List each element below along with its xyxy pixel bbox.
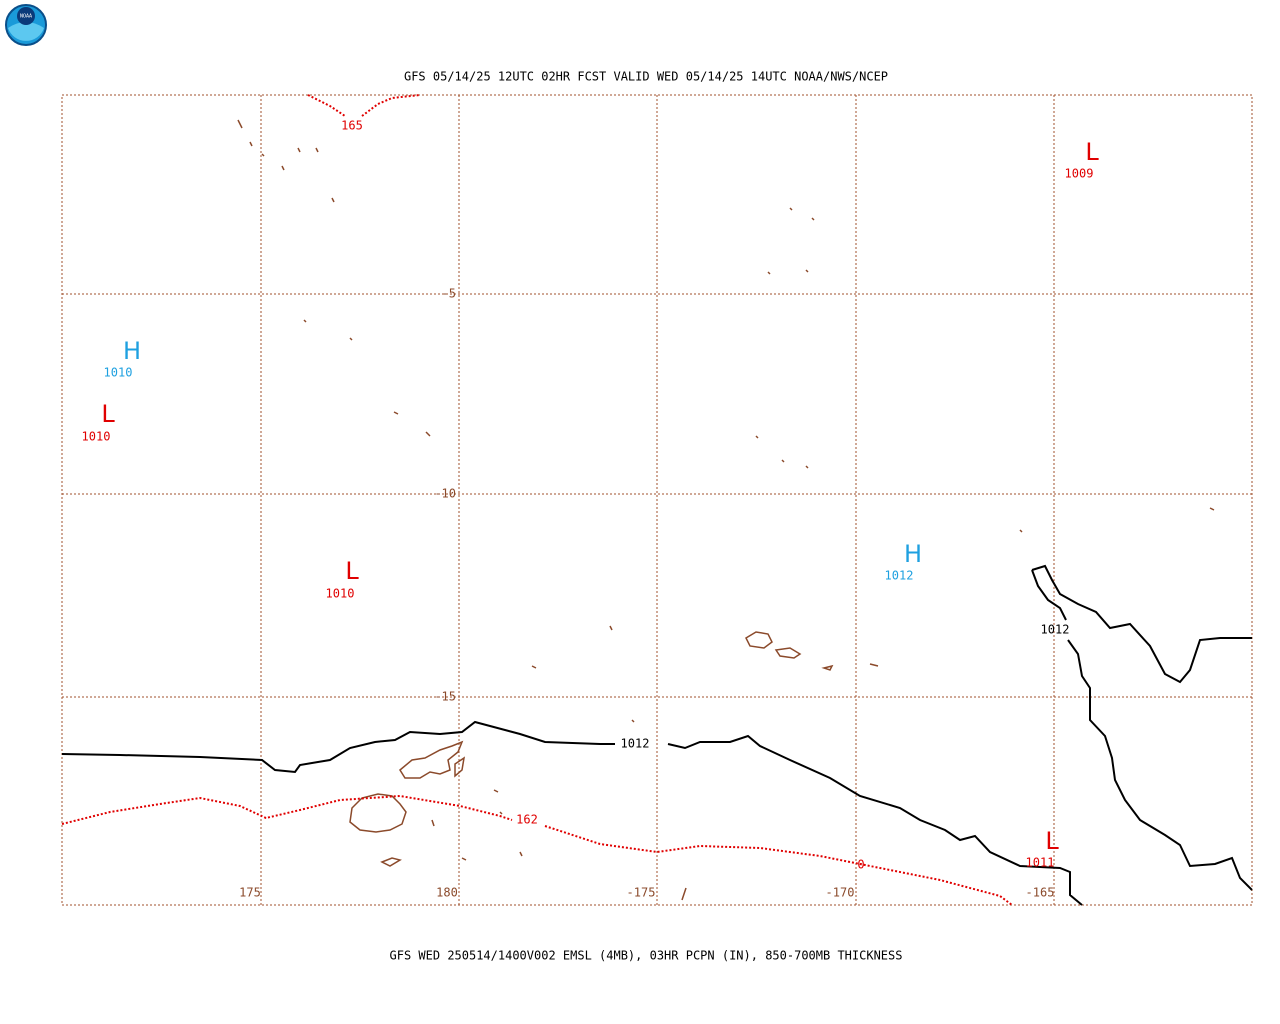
thickness-lines (61, 94, 1013, 906)
isobars (61, 564, 1253, 906)
grid (61, 94, 1253, 906)
lon-label: -170 (826, 886, 855, 900)
center-pressure: 1011 (1026, 856, 1055, 870)
center-pressure: 1009 (1065, 167, 1094, 181)
lat-label: -10 (434, 487, 456, 501)
noaa-logo: NOAA (5, 4, 47, 46)
center-pressure: 1010 (104, 366, 133, 380)
svg-text:NOAA: NOAA (20, 14, 32, 20)
contour-label: 162 (516, 813, 538, 827)
center-symbol: L (345, 557, 359, 585)
contour-label: 0 (857, 858, 864, 872)
center-symbol: H (904, 540, 922, 568)
contour-label: 165 (341, 119, 363, 133)
coastlines (237, 119, 1215, 901)
center-symbol: L (1085, 138, 1099, 166)
lat-label: -15 (434, 690, 456, 704)
contour-label: 1012 (1041, 623, 1070, 637)
contour-label: 1012 (621, 737, 650, 751)
center-pressure: 1012 (885, 569, 914, 583)
lon-label: -175 (627, 886, 656, 900)
lon-label: -165 (1026, 886, 1055, 900)
center-pressure: 1010 (82, 430, 111, 444)
lon-label: 175 (239, 886, 261, 900)
map-title: GFS 05/14/25 12UTC 02HR FCST VALID WED 0… (404, 70, 888, 84)
lat-label: -5 (442, 287, 456, 301)
center-pressure: 1010 (326, 587, 355, 601)
center-symbol: H (123, 337, 141, 365)
center-symbol: L (1045, 827, 1059, 855)
center-symbol: L (101, 400, 115, 428)
lon-label: 180 (436, 886, 458, 900)
map-footer: GFS WED 250514/1400V002 EMSL (4MB), 03HR… (390, 949, 903, 963)
